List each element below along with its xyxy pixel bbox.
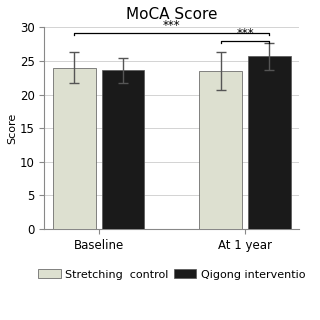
Bar <box>102 70 144 229</box>
Text: ***: *** <box>163 19 180 32</box>
Text: ***: *** <box>236 28 254 40</box>
Title: MoCA Score: MoCA Score <box>126 7 218 22</box>
Legend: Stretching  control, Qigong interventio: Stretching control, Qigong interventio <box>34 265 310 284</box>
Y-axis label: Score: Score <box>7 113 17 144</box>
Bar <box>248 56 291 229</box>
Bar <box>53 68 96 229</box>
Bar <box>199 71 242 229</box>
